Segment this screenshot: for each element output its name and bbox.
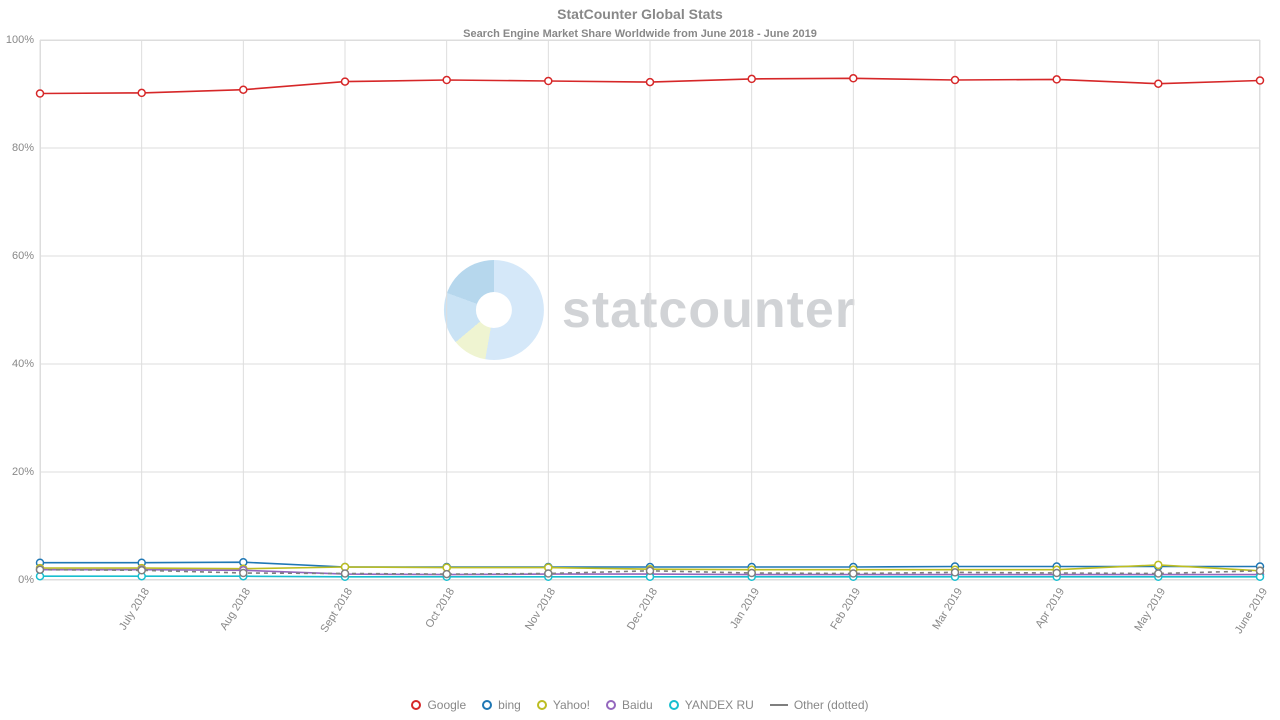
x-tick-label: Feb 2019 — [829, 586, 864, 632]
data-point — [1155, 561, 1162, 568]
legend-item: Baidu — [606, 698, 653, 712]
data-point — [850, 570, 857, 577]
data-point — [1155, 80, 1162, 87]
series-svg — [40, 40, 1260, 580]
y-tick-label: 20% — [12, 466, 40, 478]
data-point — [1257, 567, 1264, 574]
data-point — [342, 570, 349, 577]
legend-item: Yahoo! — [537, 698, 590, 712]
legend-label: Yahoo! — [553, 698, 590, 712]
data-point — [1053, 570, 1060, 577]
data-point — [240, 570, 247, 577]
y-tick-label: 80% — [12, 142, 40, 154]
legend-swatch-icon — [411, 700, 421, 710]
x-tick-label: Dec 2018 — [625, 586, 660, 632]
x-tick-label: July 2018 — [117, 586, 152, 632]
legend-swatch-line — [770, 704, 788, 706]
x-tick-label: June 2019 — [1233, 586, 1270, 636]
data-point — [748, 570, 755, 577]
legend-label: Baidu — [622, 698, 653, 712]
data-point — [37, 566, 44, 573]
x-tick-label: Apr 2019 — [1033, 586, 1067, 630]
x-tick-label: Nov 2018 — [523, 586, 558, 632]
legend-item: bing — [482, 698, 521, 712]
legend-label: Google — [427, 698, 466, 712]
x-tick-label: Sept 2018 — [318, 586, 355, 635]
data-point — [342, 78, 349, 85]
x-tick-label: Mar 2019 — [930, 586, 965, 632]
legend-item: YANDEX RU — [669, 698, 754, 712]
legend-swatch-icon — [669, 700, 679, 710]
legend-swatch-icon — [482, 700, 492, 710]
y-tick-label: 100% — [6, 34, 40, 46]
data-point — [545, 78, 552, 85]
data-point — [443, 77, 450, 84]
y-tick-label: 60% — [12, 250, 40, 262]
data-point — [1257, 77, 1264, 84]
y-tick-label: 0% — [18, 574, 40, 586]
chart-container: StatCounter Global Stats Search Engine M… — [0, 0, 1280, 720]
data-point — [138, 567, 145, 574]
x-tick-label: Jan 2019 — [728, 586, 762, 631]
data-point — [545, 570, 552, 577]
legend-label: Other (dotted) — [794, 698, 869, 712]
data-point — [138, 89, 145, 96]
data-point — [443, 571, 450, 578]
legend: Google bing Yahoo! Baidu YANDEX RU Other (dot… — [0, 698, 1280, 712]
legend-swatch-icon — [606, 700, 616, 710]
data-point — [37, 90, 44, 97]
subtitle-text: Search Engine Market Share Worldwide fro… — [463, 28, 817, 40]
title-text: StatCounter Global Stats — [557, 6, 723, 22]
legend-swatch-icon — [537, 700, 547, 710]
legend-item: Google — [411, 698, 466, 712]
data-point — [240, 86, 247, 93]
legend-item: Other (dotted) — [770, 698, 869, 712]
x-tick-label: Oct 2018 — [423, 586, 457, 630]
data-point — [647, 567, 654, 574]
plot-area: statcounter 0%20%40%60%80%100%July 2018A… — [40, 40, 1260, 580]
data-point — [1155, 570, 1162, 577]
chart-title: StatCounter Global Stats — [0, 0, 1280, 24]
x-tick-label: Aug 2018 — [218, 586, 253, 632]
data-point — [952, 77, 959, 84]
data-point — [748, 75, 755, 82]
x-tick-label: May 2019 — [1133, 586, 1169, 633]
data-point — [647, 79, 654, 86]
y-tick-label: 40% — [12, 358, 40, 370]
legend-label: bing — [498, 698, 521, 712]
data-point — [952, 569, 959, 576]
legend-label: YANDEX RU — [685, 698, 754, 712]
data-point — [850, 75, 857, 82]
data-point — [1053, 76, 1060, 83]
